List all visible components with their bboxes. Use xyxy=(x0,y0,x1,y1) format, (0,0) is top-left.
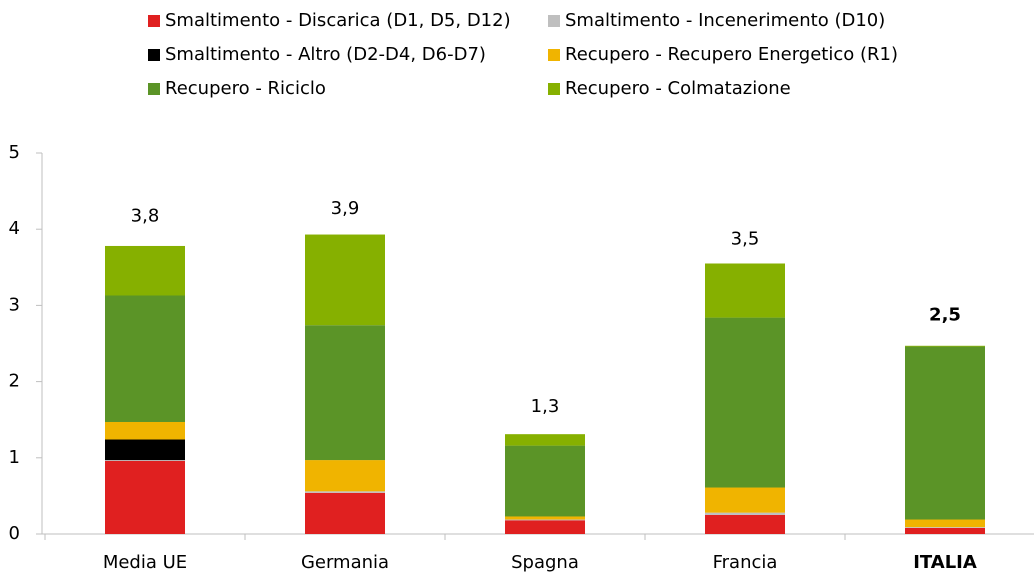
x-tick-label: Francia xyxy=(713,552,778,573)
bar-segment xyxy=(705,317,785,488)
bar-segment xyxy=(505,445,585,517)
bar-segment xyxy=(305,491,385,493)
bar-segment xyxy=(705,487,785,513)
total-label: 1,3 xyxy=(531,396,560,417)
legend-label: Recupero - Recupero Energetico (R1) xyxy=(565,44,898,65)
bar-segment xyxy=(105,245,185,296)
legend-label: Smaltimento - Altro (D2-D4, D6-D7) xyxy=(165,44,486,65)
bar-segment xyxy=(905,346,985,520)
legend-swatch xyxy=(548,83,560,95)
bar-segment xyxy=(105,460,185,461)
legend-label: Recupero - Riciclo xyxy=(165,78,326,99)
y-tick-label: 2 xyxy=(9,371,20,392)
bar-segment xyxy=(105,439,185,461)
total-label: 3,5 xyxy=(731,228,760,249)
bar-segment xyxy=(105,460,185,534)
total-label: 3,9 xyxy=(331,198,360,219)
x-tick-label: Germania xyxy=(301,552,389,573)
legend-swatch xyxy=(548,49,560,61)
x-tick-label: ITALIA xyxy=(913,552,977,573)
bar-segment xyxy=(505,434,585,446)
y-tick-label: 1 xyxy=(9,447,20,468)
bar-segment xyxy=(705,514,785,534)
legend-swatch xyxy=(148,15,160,27)
bar-segment xyxy=(105,295,185,422)
legend-label: Recupero - Colmatazione xyxy=(565,78,791,99)
bar-segment xyxy=(305,492,385,534)
bar-segment xyxy=(505,520,585,534)
y-tick-label: 5 xyxy=(9,142,20,163)
x-tick-label: Media UE xyxy=(103,552,187,573)
total-label: 3,8 xyxy=(131,205,160,226)
bar-segment xyxy=(305,325,385,461)
bar-segment xyxy=(705,263,785,318)
bar-segment xyxy=(905,345,985,347)
y-tick-label: 0 xyxy=(9,523,20,544)
legend-swatch xyxy=(148,83,160,95)
x-tick-label: Spagna xyxy=(511,552,579,573)
bar-segment xyxy=(105,421,185,440)
bar-segment xyxy=(505,516,585,520)
legend-label: Smaltimento - Incenerimento (D10) xyxy=(565,10,885,31)
legend-swatch xyxy=(148,49,160,61)
legend-swatch xyxy=(548,15,560,27)
bar-segment xyxy=(305,460,385,492)
bar-segment xyxy=(905,527,985,534)
bar-segment xyxy=(705,512,785,515)
bar-segment xyxy=(905,519,985,528)
y-tick-label: 3 xyxy=(9,294,20,315)
y-tick-label: 4 xyxy=(9,218,20,239)
bar-segment xyxy=(305,234,385,326)
total-label: 2,5 xyxy=(929,305,961,326)
legend-label: Smaltimento - Discarica (D1, D5, D12) xyxy=(165,10,511,31)
bar-segment xyxy=(505,519,585,521)
bar-segment xyxy=(905,527,985,528)
